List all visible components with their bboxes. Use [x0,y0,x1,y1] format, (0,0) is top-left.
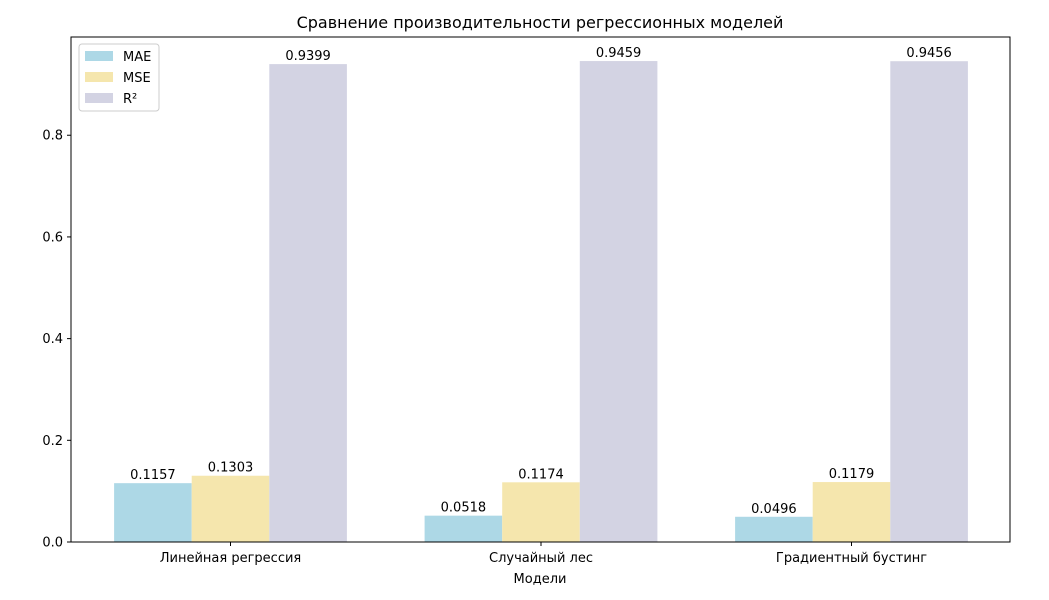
legend-swatch [85,72,113,82]
bars-group [114,61,968,543]
data-label: 0.9459 [596,46,642,61]
legend-label: R² [123,92,137,107]
legend-swatch [85,51,113,61]
data-label: 0.1157 [130,468,176,483]
y-tick-label: 0.0 [42,536,63,551]
y-axis: 0.0 0.2 0.4 0.6 0.8 [42,129,71,551]
data-label: 0.9456 [906,46,952,61]
x-tick-label: Линейная регрессия [160,551,301,566]
legend: MAE MSE R² [78,43,160,112]
bar-r-0 [269,64,347,543]
chart-title: Сравнение производительности регрессионн… [297,13,784,32]
x-tick-label: Случайный лес [489,551,593,566]
y-tick-label: 0.4 [42,332,63,347]
bar-r-1 [579,61,658,542]
data-label: 0.0518 [441,501,487,516]
x-axis: Линейная регрессия Случайный лес Градиентн… [160,542,927,566]
y-tick-label: 0.6 [42,230,63,245]
bar-mse-2 [812,482,891,542]
x-tick-label: Градиентный бустинг [776,551,927,566]
legend-swatch [85,93,113,103]
bar-mae-1 [424,515,503,542]
y-tick-label: 0.2 [42,434,63,449]
data-label: 0.1303 [208,461,254,476]
bar-mae-0 [114,483,192,542]
x-axis-label: Модели [514,572,567,587]
legend-label: MSE [123,71,151,86]
bar-mse-1 [502,482,580,542]
y-tick-label: 0.8 [42,129,63,144]
data-label: 0.9399 [285,49,331,64]
data-label: 0.1179 [829,467,875,482]
legend-label: MAE [123,50,151,65]
data-labels-group: 0.1157 0.0518 0.0496 0.1303 0.1174 0.1179 0.93… [130,46,952,517]
bar-mse-0 [191,475,270,542]
data-label: 0.0496 [751,502,797,517]
bar-mae-2 [735,516,813,542]
data-label: 0.1174 [518,467,564,482]
bar-r-2 [890,61,968,542]
